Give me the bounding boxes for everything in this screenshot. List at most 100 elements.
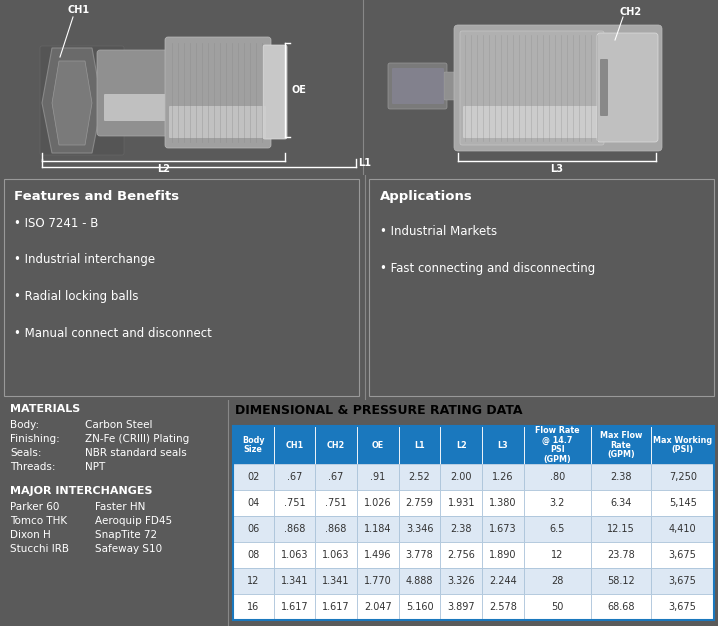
Text: Features and Benefits: Features and Benefits [14, 190, 179, 203]
Text: 3,675: 3,675 [668, 576, 696, 586]
Text: .751: .751 [284, 498, 305, 508]
Bar [274, 516, 315, 542]
Text: 3.346: 3.346 [406, 524, 434, 534]
Bar [398, 516, 440, 542]
Text: DIMENSIONAL & PRESSURE RATING DATA: DIMENSIONAL & PRESSURE RATING DATA [235, 404, 523, 417]
Bar [651, 426, 714, 464]
Text: 4.888: 4.888 [406, 576, 434, 586]
Text: 16: 16 [247, 602, 259, 612]
Text: Applications: Applications [380, 190, 472, 203]
Text: 1.931: 1.931 [447, 498, 475, 508]
Text: 6.34: 6.34 [610, 498, 632, 508]
Text: .67: .67 [286, 472, 302, 482]
FancyBboxPatch shape [97, 50, 173, 136]
FancyBboxPatch shape [460, 31, 604, 145]
Text: 3,675: 3,675 [668, 550, 696, 560]
Bar [524, 426, 591, 464]
Text: Seals:: Seals: [10, 448, 42, 458]
FancyBboxPatch shape [454, 25, 662, 151]
Bar [274, 568, 315, 594]
Bar [398, 426, 440, 464]
Text: CH2: CH2 [620, 7, 642, 17]
Text: 1.026: 1.026 [364, 498, 392, 508]
Bar [591, 594, 651, 620]
Text: Carbon Steel: Carbon Steel [85, 420, 152, 430]
Bar [398, 568, 440, 594]
Text: L1: L1 [358, 158, 371, 168]
Text: OE: OE [292, 85, 307, 95]
Text: • Manual connect and disconnect: • Manual connect and disconnect [14, 327, 212, 340]
Text: 3.897: 3.897 [447, 602, 475, 612]
Bar [274, 464, 315, 490]
Bar [357, 542, 398, 568]
Bar [651, 464, 714, 490]
Bar [315, 426, 357, 464]
Text: 1.617: 1.617 [281, 602, 308, 612]
Text: .91: .91 [370, 472, 386, 482]
Text: Dixon H: Dixon H [10, 530, 51, 540]
Bar [591, 516, 651, 542]
Bar [315, 568, 357, 594]
Bar [315, 464, 357, 490]
Text: 1.770: 1.770 [364, 576, 392, 586]
Bar [440, 594, 482, 620]
Text: 1.341: 1.341 [281, 576, 308, 586]
Text: OE: OE [372, 441, 384, 449]
Bar [591, 490, 651, 516]
Bar [482, 426, 524, 464]
Text: 2.759: 2.759 [406, 498, 434, 508]
Bar [398, 594, 440, 620]
Bar [274, 594, 315, 620]
Bar [524, 568, 591, 594]
Bar [524, 490, 591, 516]
FancyBboxPatch shape [169, 106, 266, 138]
Text: Faster HN: Faster HN [95, 502, 145, 512]
Text: Max Flow
Rate
(GPM): Max Flow Rate (GPM) [600, 431, 642, 459]
Polygon shape [42, 48, 102, 153]
Bar [315, 490, 357, 516]
Polygon shape [52, 61, 92, 145]
Text: • Industrial Markets: • Industrial Markets [380, 225, 497, 238]
Text: Flow Rate
@ 14.7
PSI
(GPM): Flow Rate @ 14.7 PSI (GPM) [535, 426, 579, 464]
Text: 12.15: 12.15 [607, 524, 635, 534]
Text: .751: .751 [325, 498, 347, 508]
Bar [274, 490, 315, 516]
Bar [651, 542, 714, 568]
Bar [440, 568, 482, 594]
Text: NBR standard seals: NBR standard seals [85, 448, 187, 458]
Text: Stucchi IRB: Stucchi IRB [10, 544, 69, 554]
Text: 2.756: 2.756 [447, 550, 475, 560]
Bar [398, 490, 440, 516]
Bar [357, 594, 398, 620]
Text: 2.047: 2.047 [364, 602, 392, 612]
Text: 04: 04 [247, 498, 259, 508]
Bar [315, 594, 357, 620]
Bar [524, 464, 591, 490]
Bar [233, 426, 274, 464]
Text: 5,145: 5,145 [668, 498, 696, 508]
Bar [233, 426, 714, 620]
Text: • Industrial interchange: • Industrial interchange [14, 253, 155, 266]
Text: CH2: CH2 [327, 441, 345, 449]
Text: 08: 08 [247, 550, 259, 560]
Text: MAJOR INTERCHANGES: MAJOR INTERCHANGES [10, 486, 152, 496]
Text: .868: .868 [325, 524, 347, 534]
Text: L3: L3 [498, 441, 508, 449]
Text: 50: 50 [551, 602, 564, 612]
Bar [482, 490, 524, 516]
Text: 1.341: 1.341 [322, 576, 350, 586]
Text: 1.26: 1.26 [493, 472, 514, 482]
Bar [651, 516, 714, 542]
Text: Safeway S10: Safeway S10 [95, 544, 162, 554]
Text: 06: 06 [247, 524, 259, 534]
Text: 2.38: 2.38 [451, 524, 472, 534]
FancyBboxPatch shape [600, 59, 608, 116]
Bar [591, 426, 651, 464]
Text: 1.380: 1.380 [489, 498, 517, 508]
Text: L2: L2 [157, 164, 170, 174]
Bar [591, 464, 651, 490]
Text: 68.68: 68.68 [607, 602, 635, 612]
Text: Aeroquip FD45: Aeroquip FD45 [95, 516, 172, 526]
Text: 1.890: 1.890 [489, 550, 517, 560]
FancyBboxPatch shape [165, 37, 271, 148]
